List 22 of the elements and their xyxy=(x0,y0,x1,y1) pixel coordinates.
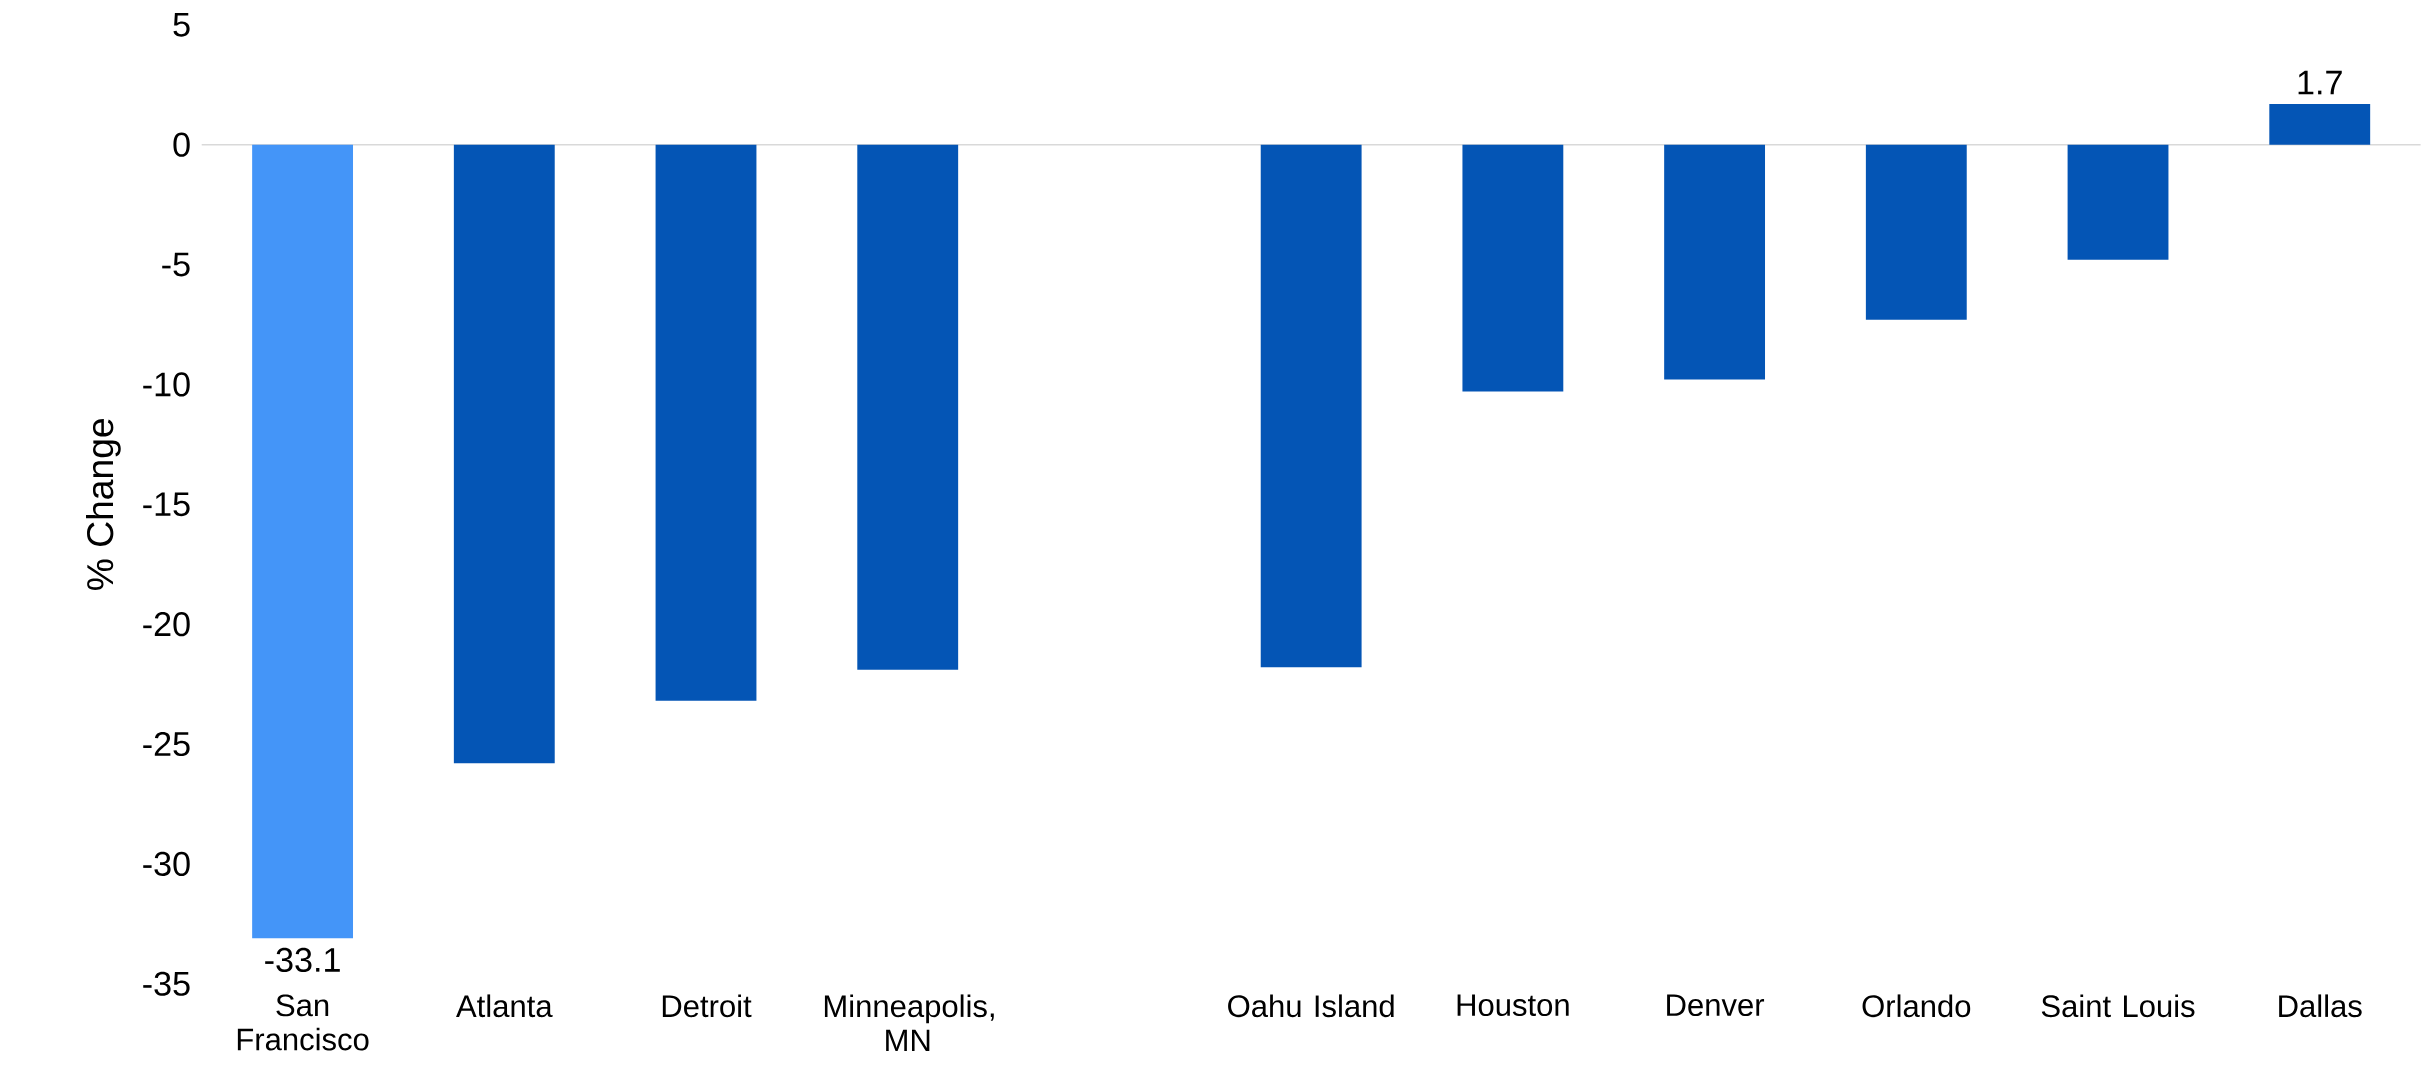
y-tick-label: 0 xyxy=(173,132,190,157)
x-tick-label: Houston xyxy=(1457,994,1569,1016)
x-tick-label: San Francisco xyxy=(237,994,369,1051)
y-tick-label: -25 xyxy=(143,731,190,756)
x-tick-label: Saint Louis xyxy=(2041,994,2195,1018)
x-tick-label: Atlanta xyxy=(456,994,553,1018)
y-tick-label: -35 xyxy=(143,971,190,996)
data-label: 1.7 xyxy=(2298,70,2342,95)
y-tick-label: -20 xyxy=(143,611,190,637)
x-tick-label: Detroit xyxy=(662,994,752,1018)
x-tick-label: Dallas xyxy=(2279,994,2362,1018)
x-tick-label: Orlando xyxy=(1862,994,1971,1018)
y-tick-label: -5 xyxy=(162,252,190,277)
y-tick-label: -10 xyxy=(143,372,190,397)
x-tick-label: Oahu Island xyxy=(1228,994,1394,1018)
y-tick-label: -30 xyxy=(143,851,190,876)
y-tick-label: -15 xyxy=(143,492,190,517)
data-label: -33.1 xyxy=(265,947,340,972)
y-axis-title: % Change xyxy=(86,418,121,590)
x-tick-label: Minneapolis, MN xyxy=(824,994,994,1051)
y-tick-label: 5 xyxy=(173,12,190,37)
x-tick-label: Denver xyxy=(1667,994,1765,1016)
